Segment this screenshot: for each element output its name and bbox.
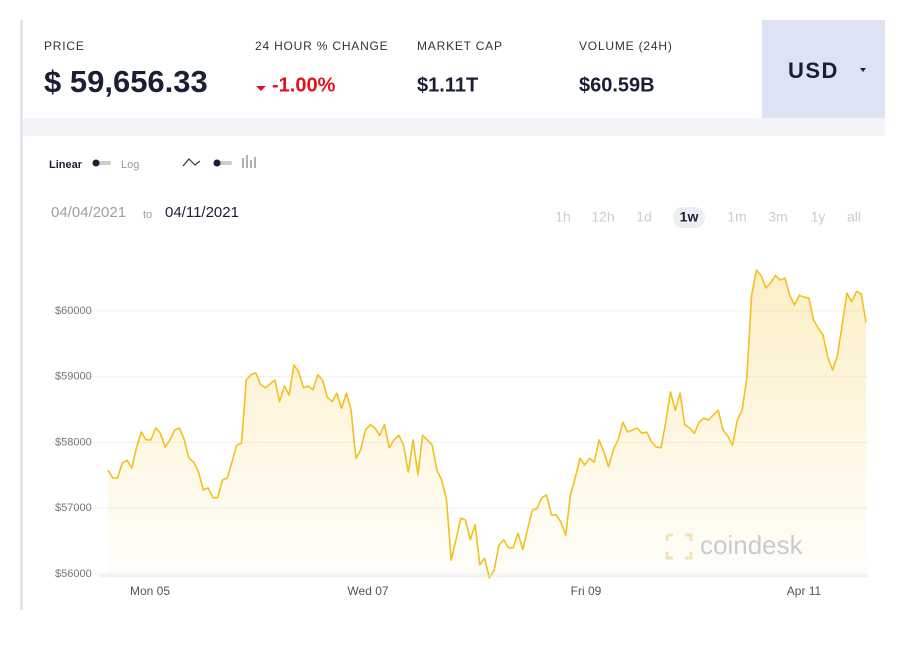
stat-label: PRICE: [44, 39, 85, 53]
left-rule: [20, 20, 23, 610]
range-button[interactable]: 3m: [768, 209, 787, 225]
range-selected-bg[interactable]: [673, 207, 705, 228]
stat-value: $1.11T: [417, 74, 478, 96]
dropdown-caret: [860, 68, 866, 72]
currency[interactable]: USD: [788, 58, 839, 83]
x-tick-label: Apr 11: [787, 584, 822, 598]
line-icon[interactable]: [182, 158, 201, 167]
stat-label: VOLUME (24H): [579, 39, 673, 53]
x-tick-label: Wed 07: [347, 584, 388, 598]
separator: [23, 118, 885, 136]
watermark-icon: [665, 533, 693, 560]
y-tick-label: $60000: [55, 305, 92, 317]
stat-label: MARKET CAP: [417, 39, 503, 53]
x-tick-label: Fri 09: [571, 584, 602, 598]
x-tick-label: Mon 05: [130, 584, 170, 598]
range-button[interactable]: all: [847, 209, 861, 225]
stat-value: $ 59,656.33: [44, 64, 208, 99]
y-tick-label: $56000: [55, 568, 92, 580]
range-button[interactable]: 1h: [555, 209, 571, 225]
toggle-knob: [92, 159, 100, 167]
y-tick-label: $57000: [55, 502, 92, 514]
watermark-text: coindesk: [700, 530, 804, 560]
scale-linear[interactable]: Linear: [49, 159, 83, 171]
range-button[interactable]: 1m: [727, 209, 746, 225]
y-tick-label: $58000: [55, 436, 92, 448]
stat-value: $60.59B: [579, 74, 655, 96]
date-from[interactable]: 04/04/2021: [51, 204, 126, 221]
watermark: coindesk: [665, 530, 804, 560]
area: [108, 270, 866, 581]
stat-value: -1.00%: [272, 74, 336, 96]
scale-log[interactable]: Log: [121, 159, 139, 171]
bar-icon[interactable]: [242, 155, 256, 168]
down-arrow: [256, 86, 266, 91]
date-to-word: to: [143, 209, 152, 221]
toggle-knob: [213, 159, 221, 167]
range-button[interactable]: 12h: [591, 209, 614, 225]
range-button[interactable]: 1w: [680, 209, 699, 225]
range-button[interactable]: 1y: [811, 209, 826, 225]
price-line: [107, 269, 867, 579]
stat-label: 24 HOUR % CHANGE: [255, 39, 389, 53]
y-tick-label: $59000: [55, 371, 92, 383]
date-to[interactable]: 04/11/2021: [165, 204, 239, 221]
range-button[interactable]: 1d: [636, 209, 652, 225]
